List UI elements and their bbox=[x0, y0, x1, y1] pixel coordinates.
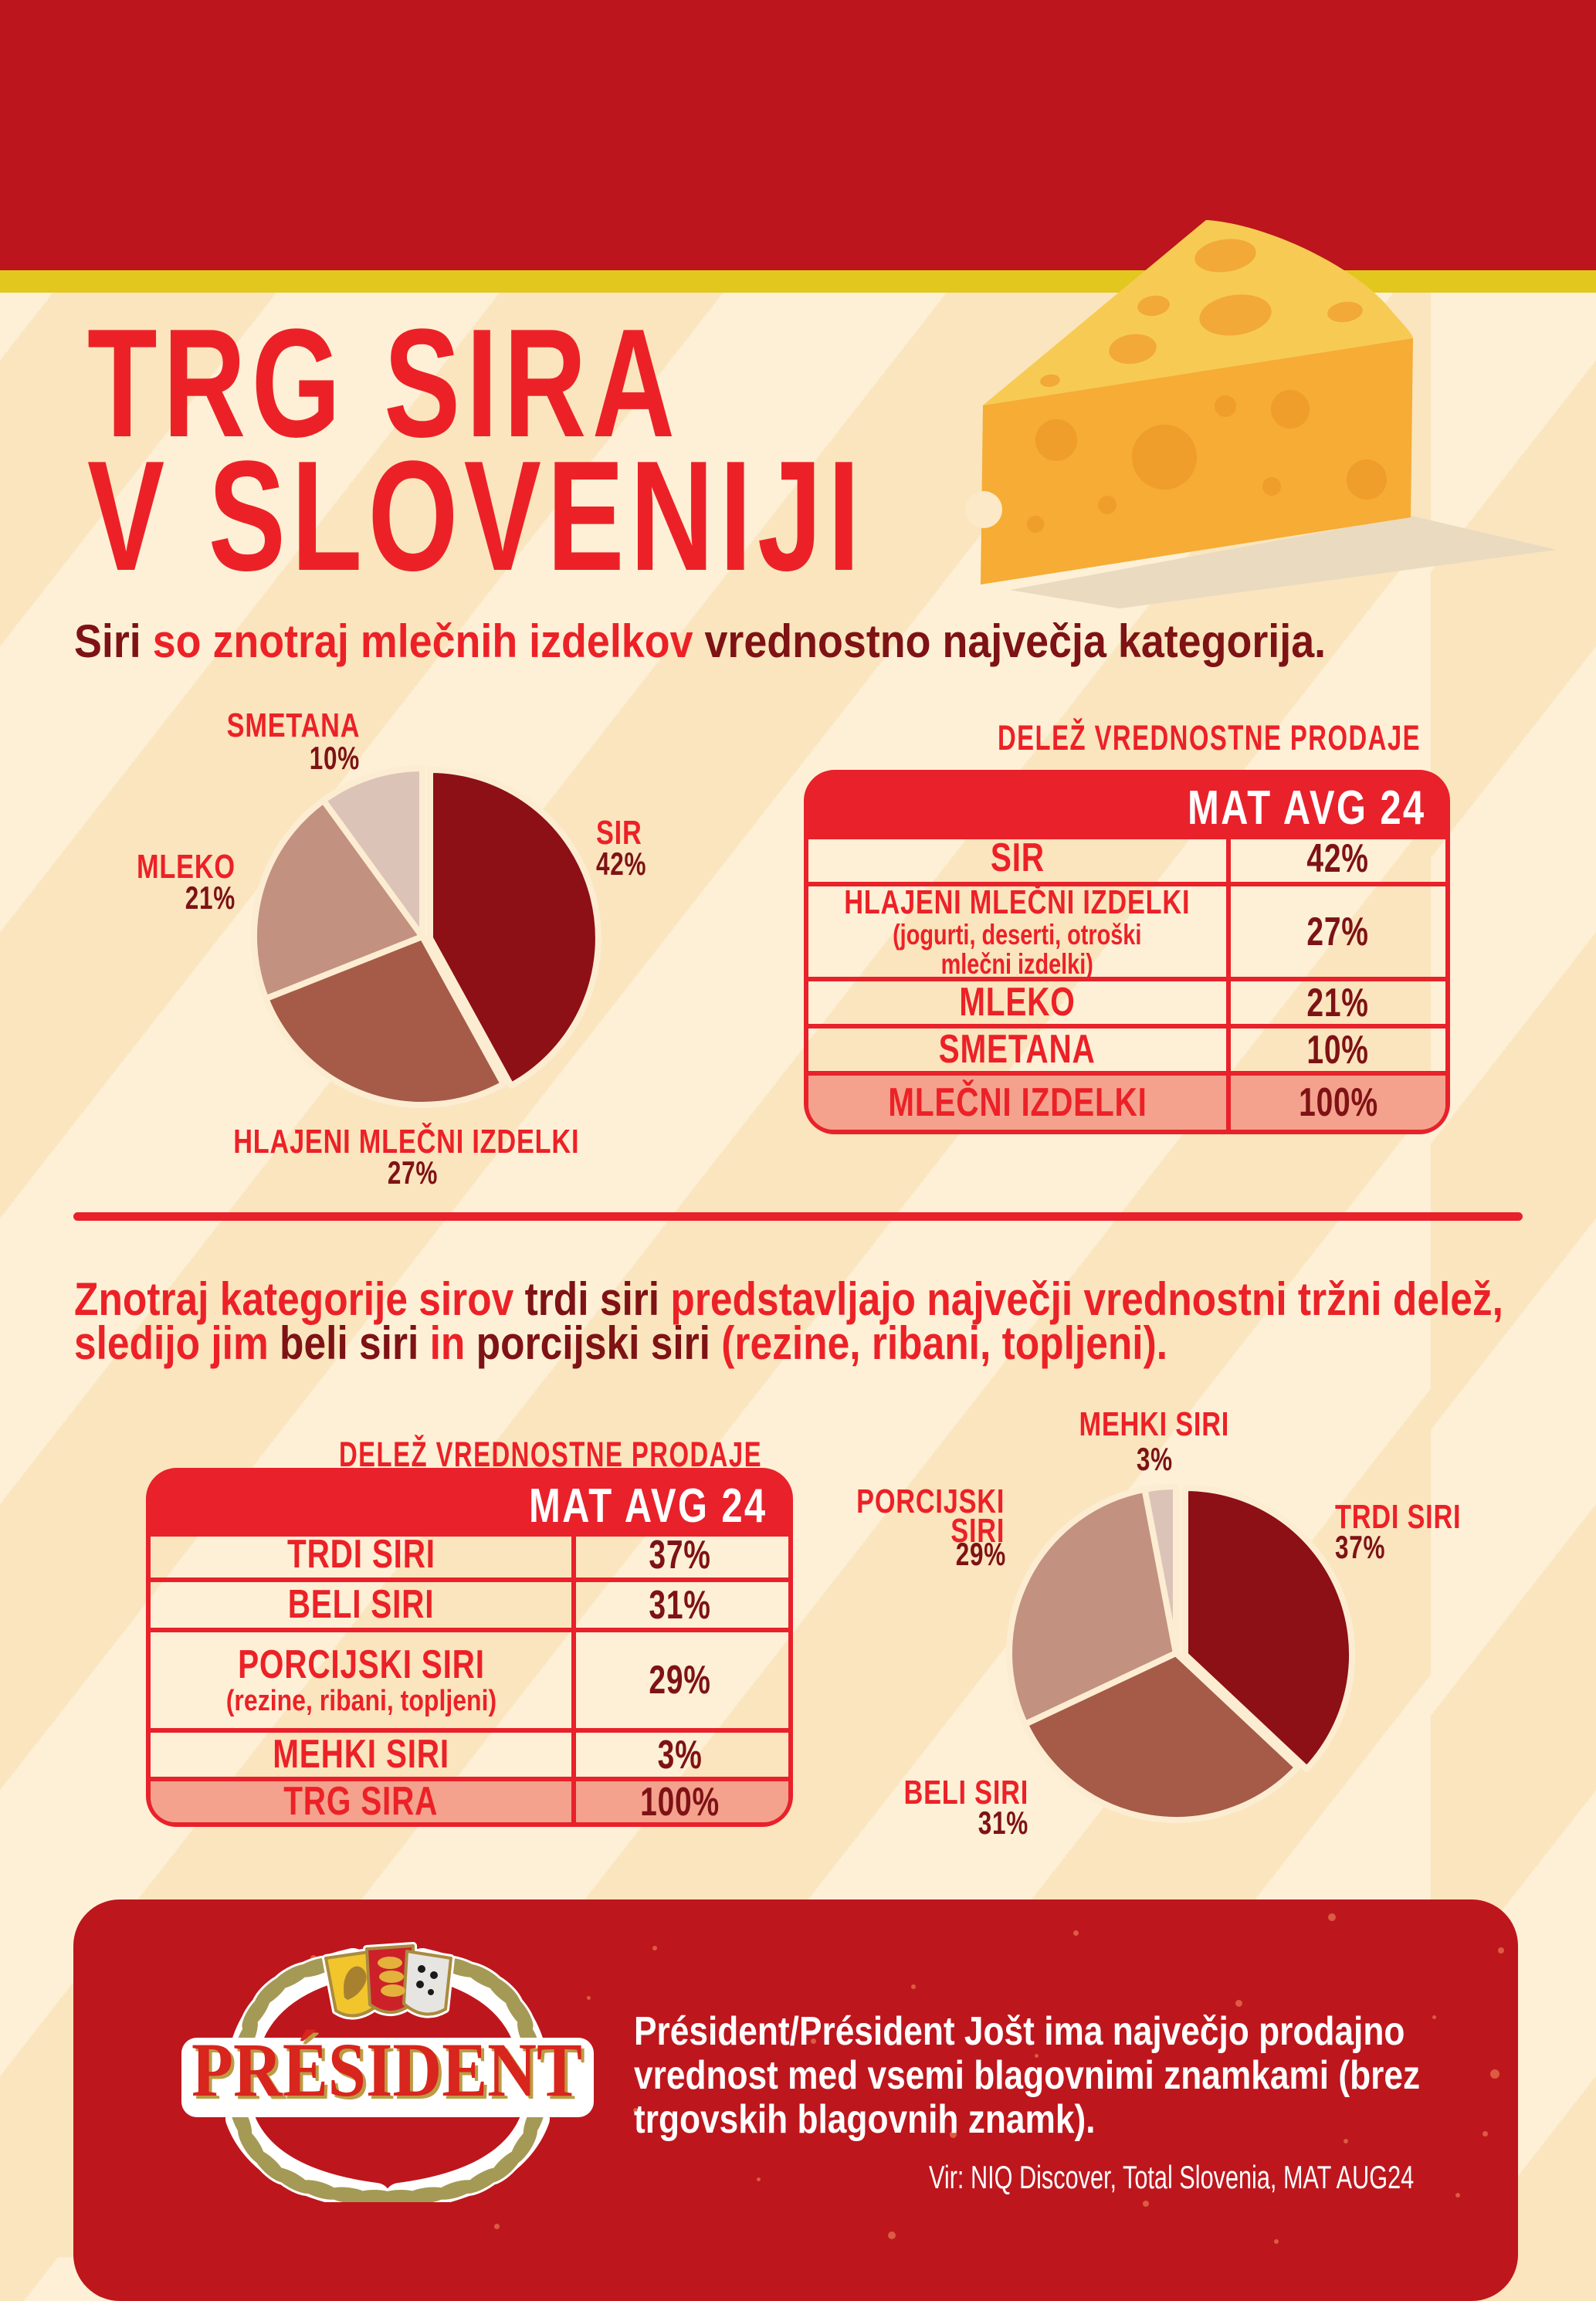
svg-text:PRÉSIDENT: PRÉSIDENT bbox=[191, 2027, 582, 2113]
svg-text:PRÉSIDENT: PRÉSIDENT bbox=[195, 2030, 585, 2116]
